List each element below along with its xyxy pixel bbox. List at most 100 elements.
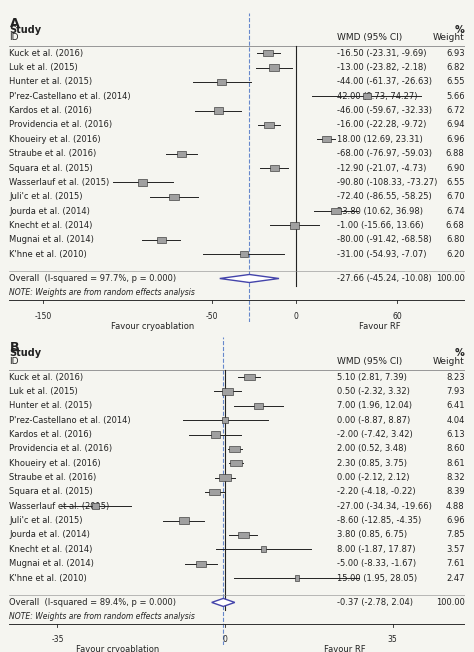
Text: 6.96: 6.96 [446,516,465,525]
Text: Wasserlauf et al. (2015): Wasserlauf et al. (2015) [9,502,109,511]
FancyBboxPatch shape [295,575,299,581]
FancyBboxPatch shape [321,136,331,143]
Text: -46.00 (-59.67, -32.33): -46.00 (-59.67, -32.33) [337,106,432,115]
Text: Kuck et al. (2016): Kuck et al. (2016) [9,49,83,58]
FancyBboxPatch shape [269,65,279,70]
FancyBboxPatch shape [219,475,231,481]
Text: %: % [455,349,465,359]
Text: -2.20 (-4.18, -0.22): -2.20 (-4.18, -0.22) [337,488,416,496]
FancyBboxPatch shape [363,93,371,99]
Text: -90.80 (-108.33, -73.27): -90.80 (-108.33, -73.27) [337,178,438,187]
Text: -16.50 (-23.31, -9.69): -16.50 (-23.31, -9.69) [337,49,427,58]
Text: Luk et al. (2015): Luk et al. (2015) [9,63,78,72]
Text: 8.32: 8.32 [446,473,465,482]
Text: Providencia et al. (2016): Providencia et al. (2016) [9,121,113,130]
Polygon shape [212,599,235,606]
FancyBboxPatch shape [290,222,299,229]
FancyBboxPatch shape [229,446,240,452]
Text: 4.88: 4.88 [446,502,465,511]
Text: 6.90: 6.90 [446,164,465,173]
Text: ID: ID [9,33,19,42]
Text: Straube et al. (2016): Straube et al. (2016) [9,473,97,482]
FancyBboxPatch shape [331,208,341,215]
Text: 2.00 (0.52, 3.48): 2.00 (0.52, 3.48) [337,445,407,453]
Text: 35: 35 [388,636,398,644]
Text: Mugnai et al. (2014): Mugnai et al. (2014) [9,559,94,568]
FancyBboxPatch shape [218,79,226,85]
Text: -8.60 (-12.85, -4.35): -8.60 (-12.85, -4.35) [337,516,421,525]
Text: Juli'c et al. (2015): Juli'c et al. (2015) [9,192,83,201]
FancyBboxPatch shape [254,403,263,409]
Text: 7.00 (1.96, 12.04): 7.00 (1.96, 12.04) [337,402,412,410]
Text: Favour RF: Favour RF [359,321,401,331]
FancyBboxPatch shape [211,432,219,437]
Text: -16.00 (-22.28, -9.72): -16.00 (-22.28, -9.72) [337,121,427,130]
Text: WMD (95% CI): WMD (95% CI) [337,33,402,42]
Text: 18.00 (12.69, 23.31): 18.00 (12.69, 23.31) [337,135,423,144]
Text: Favour cryoablation: Favour cryoablation [76,645,159,652]
Text: -50: -50 [205,312,218,321]
FancyBboxPatch shape [156,237,166,243]
Text: P'rez-Castellano et al. (2014): P'rez-Castellano et al. (2014) [9,416,131,424]
Text: 6.55: 6.55 [446,178,465,187]
Text: 8.61: 8.61 [446,459,465,467]
Text: 6.82: 6.82 [446,63,465,72]
Text: -31.00 (-54.93, -7.07): -31.00 (-54.93, -7.07) [337,250,427,259]
Text: 7.93: 7.93 [446,387,465,396]
Text: 6.80: 6.80 [446,235,465,244]
Text: 3.57: 3.57 [446,545,465,554]
Text: Khoueiry et al. (2016): Khoueiry et al. (2016) [9,459,101,467]
Text: -13.00 (-23.82, -2.18): -13.00 (-23.82, -2.18) [337,63,427,72]
Text: 15.00 (1.95, 28.05): 15.00 (1.95, 28.05) [337,574,417,582]
Text: 2.30 (0.85, 3.75): 2.30 (0.85, 3.75) [337,459,407,467]
Text: -80.00 (-91.42, -68.58): -80.00 (-91.42, -68.58) [337,235,432,244]
Text: K'hne et al. (2010): K'hne et al. (2010) [9,250,87,259]
Text: 3.80 (0.85, 6.75): 3.80 (0.85, 6.75) [337,531,407,539]
FancyBboxPatch shape [264,50,273,56]
Text: -44.00 (-61.37, -26.63): -44.00 (-61.37, -26.63) [337,78,432,87]
Text: WMD (95% CI): WMD (95% CI) [337,357,402,366]
FancyBboxPatch shape [179,518,189,524]
Text: 6.96: 6.96 [446,135,465,144]
Text: Wasserlauf et al. (2015): Wasserlauf et al. (2015) [9,178,109,187]
Text: Study: Study [9,25,42,35]
Text: Knecht et al. (2014): Knecht et al. (2014) [9,545,93,554]
Text: P'rez-Castellano et al. (2014): P'rez-Castellano et al. (2014) [9,92,131,101]
Text: -35: -35 [51,636,64,644]
Text: 6.20: 6.20 [446,250,465,259]
Text: 6.94: 6.94 [446,121,465,130]
Text: 6.55: 6.55 [446,78,465,87]
FancyBboxPatch shape [261,546,266,552]
Text: -12.90 (-21.07, -4.73): -12.90 (-21.07, -4.73) [337,164,427,173]
Text: 8.23: 8.23 [446,373,465,381]
Text: NOTE: Weights are from random effects analysis: NOTE: Weights are from random effects an… [9,288,195,297]
FancyBboxPatch shape [222,417,228,423]
Text: Providencia et al. (2016): Providencia et al. (2016) [9,445,113,453]
Text: %: % [455,25,465,35]
Text: -0.37 (-2.78, 2.04): -0.37 (-2.78, 2.04) [337,598,413,607]
Text: -2.00 (-7.42, 3.42): -2.00 (-7.42, 3.42) [337,430,413,439]
Text: 0.50 (-2.32, 3.32): 0.50 (-2.32, 3.32) [337,387,410,396]
Text: 4.04: 4.04 [446,416,465,424]
Text: 23.80 (10.62, 36.98): 23.80 (10.62, 36.98) [337,207,423,216]
Text: 60: 60 [392,312,402,321]
Text: Jourda et al. (2014): Jourda et al. (2014) [9,207,91,216]
Text: 8.39: 8.39 [446,488,465,496]
Text: Study: Study [9,349,42,359]
Text: 42.00 (9.73, 74.27): 42.00 (9.73, 74.27) [337,92,418,101]
Text: -27.00 (-34.34, -19.66): -27.00 (-34.34, -19.66) [337,502,432,511]
Text: Hunter et al. (2015): Hunter et al. (2015) [9,78,92,87]
Text: 0: 0 [223,636,228,644]
Text: 2.47: 2.47 [446,574,465,582]
Text: 6.13: 6.13 [446,430,465,439]
FancyBboxPatch shape [238,532,248,538]
Text: Weight: Weight [433,357,465,366]
Text: Luk et al. (2015): Luk et al. (2015) [9,387,78,396]
Text: 7.85: 7.85 [446,531,465,539]
Text: -27.66 (-45.24, -10.08): -27.66 (-45.24, -10.08) [337,274,432,283]
Text: 6.72: 6.72 [446,106,465,115]
FancyBboxPatch shape [92,503,99,509]
Text: Khoueiry et al. (2016): Khoueiry et al. (2016) [9,135,101,144]
Text: -150: -150 [35,312,52,321]
Text: 6.68: 6.68 [446,221,465,230]
